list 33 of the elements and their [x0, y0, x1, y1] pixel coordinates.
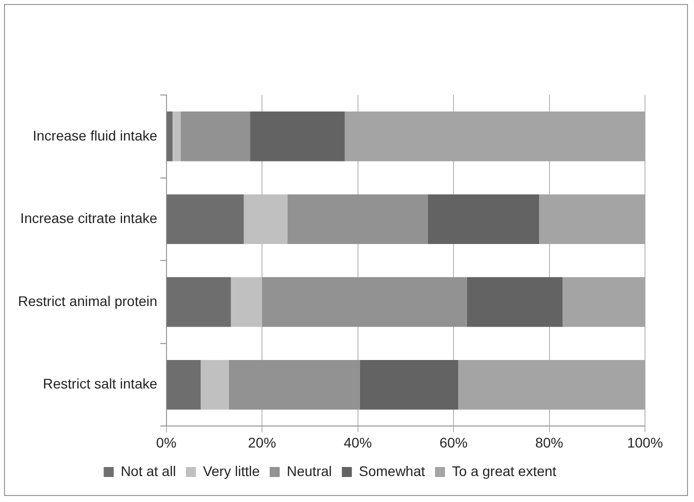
bar	[166, 112, 172, 162]
bar	[539, 194, 645, 244]
bar	[344, 112, 645, 162]
x-tick-label: 80%	[535, 434, 564, 450]
y-tick-label: Increase citrate intake	[20, 210, 158, 226]
legend-label: Somewhat	[358, 462, 426, 479]
legend-label: Neutral	[286, 462, 332, 479]
bar	[360, 360, 458, 410]
bar	[466, 277, 563, 327]
x-tick-label: 0%	[156, 434, 176, 450]
bar	[172, 112, 181, 162]
bar	[200, 360, 229, 410]
bar	[250, 112, 345, 162]
bar	[166, 277, 231, 327]
bar	[166, 360, 201, 410]
bar	[287, 194, 428, 244]
x-tick-label: 40%	[344, 434, 372, 450]
bar	[458, 360, 645, 410]
legend-label: Very little	[202, 462, 260, 479]
bar	[166, 194, 244, 244]
bar	[262, 277, 467, 327]
x-tick-label: 20%	[248, 434, 276, 450]
y-tick-label: Increase fluid intake	[32, 127, 158, 144]
legend-label: Not at all	[120, 462, 176, 479]
bar	[428, 194, 540, 244]
bar	[180, 112, 250, 162]
legend-label: To a great extent	[452, 462, 556, 479]
bar	[228, 360, 360, 410]
y-tick-label: Restrict salt intake	[42, 376, 158, 392]
y-tick-label: Restrict animal protein	[18, 292, 158, 309]
bar	[562, 277, 645, 327]
x-tick-label: 60%	[439, 434, 468, 450]
x-tick-label: 100%	[627, 434, 663, 450]
